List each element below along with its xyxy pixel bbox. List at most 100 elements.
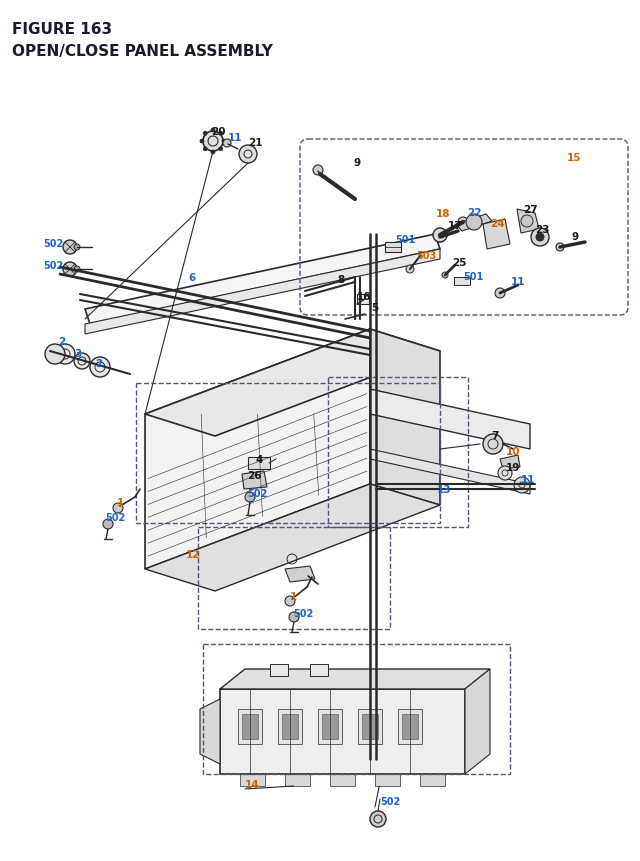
Circle shape [45,344,65,364]
Text: 6: 6 [188,273,195,282]
Text: 10: 10 [506,447,520,456]
Circle shape [74,354,90,369]
Text: 5: 5 [371,303,378,313]
Bar [240,774,265,786]
Polygon shape [500,455,520,469]
Circle shape [203,132,223,152]
Polygon shape [370,330,440,505]
Polygon shape [517,210,539,233]
Text: 14: 14 [245,779,260,789]
Text: 19: 19 [506,462,520,473]
Text: 8: 8 [337,275,344,285]
Bar [358,709,382,744]
Text: 9: 9 [572,232,579,242]
Circle shape [483,435,503,455]
Circle shape [536,233,544,242]
Polygon shape [145,330,440,437]
Polygon shape [370,449,530,494]
Circle shape [204,147,207,152]
Circle shape [239,146,257,164]
Text: 18: 18 [436,208,451,219]
Polygon shape [456,214,492,232]
Bar [136,383,440,523]
Polygon shape [85,250,440,335]
Bar [362,714,378,739]
Circle shape [222,139,226,144]
Text: 11: 11 [228,133,243,143]
Polygon shape [220,669,490,689]
Text: 7: 7 [491,430,499,441]
Text: FIGURE 163: FIGURE 163 [12,22,112,37]
Text: 502: 502 [105,512,125,523]
Circle shape [55,344,75,364]
Circle shape [406,266,414,274]
Circle shape [219,147,223,152]
Text: 1: 1 [117,498,124,507]
Circle shape [442,273,448,279]
Bar [375,774,400,786]
Text: 502: 502 [247,488,268,499]
Circle shape [204,132,207,136]
Bar [420,774,445,786]
Polygon shape [220,689,465,774]
Circle shape [435,232,445,243]
Text: 27: 27 [523,205,538,214]
Bar [238,709,262,744]
Text: 13: 13 [437,485,451,494]
Polygon shape [85,235,440,325]
Bar [310,664,328,676]
Circle shape [433,229,447,243]
Text: 502: 502 [43,261,63,270]
Bar [278,709,302,744]
Circle shape [74,267,80,273]
Polygon shape [370,389,530,449]
Bar [330,774,355,786]
Text: 15: 15 [567,152,582,163]
Circle shape [63,263,77,276]
Circle shape [498,467,512,480]
Bar [328,378,468,528]
Polygon shape [483,220,510,250]
Circle shape [466,214,482,231]
Text: 17: 17 [448,220,463,231]
Text: 25: 25 [452,257,467,268]
Text: 3: 3 [74,349,81,358]
Text: 16: 16 [357,292,371,301]
Polygon shape [145,485,440,592]
Polygon shape [465,669,490,774]
Text: 22: 22 [467,208,481,218]
Bar [454,278,470,286]
Bar [402,714,418,739]
Bar [198,528,390,629]
Circle shape [458,218,468,228]
Bar [248,457,270,469]
Text: 502: 502 [380,796,400,806]
Polygon shape [285,567,315,582]
Circle shape [103,519,113,530]
Circle shape [63,241,77,255]
Bar [285,774,310,786]
Bar [398,709,422,744]
Circle shape [211,129,215,133]
Circle shape [370,811,386,827]
Bar [270,664,288,676]
Text: 9: 9 [353,158,360,168]
Text: 503: 503 [416,251,436,261]
Text: 502: 502 [43,238,63,249]
Text: 4: 4 [255,455,262,464]
Circle shape [90,357,110,378]
Text: 2: 2 [58,337,65,347]
Polygon shape [242,472,267,489]
Text: 502: 502 [293,608,313,618]
Text: 12: 12 [186,549,200,560]
Bar [318,709,342,744]
Circle shape [495,288,505,299]
Bar [282,714,298,739]
Text: 11: 11 [511,276,525,287]
Polygon shape [145,330,370,569]
Polygon shape [200,699,220,764]
Text: 20: 20 [211,127,225,137]
Circle shape [313,166,323,176]
Circle shape [514,478,530,493]
Bar [357,294,369,305]
